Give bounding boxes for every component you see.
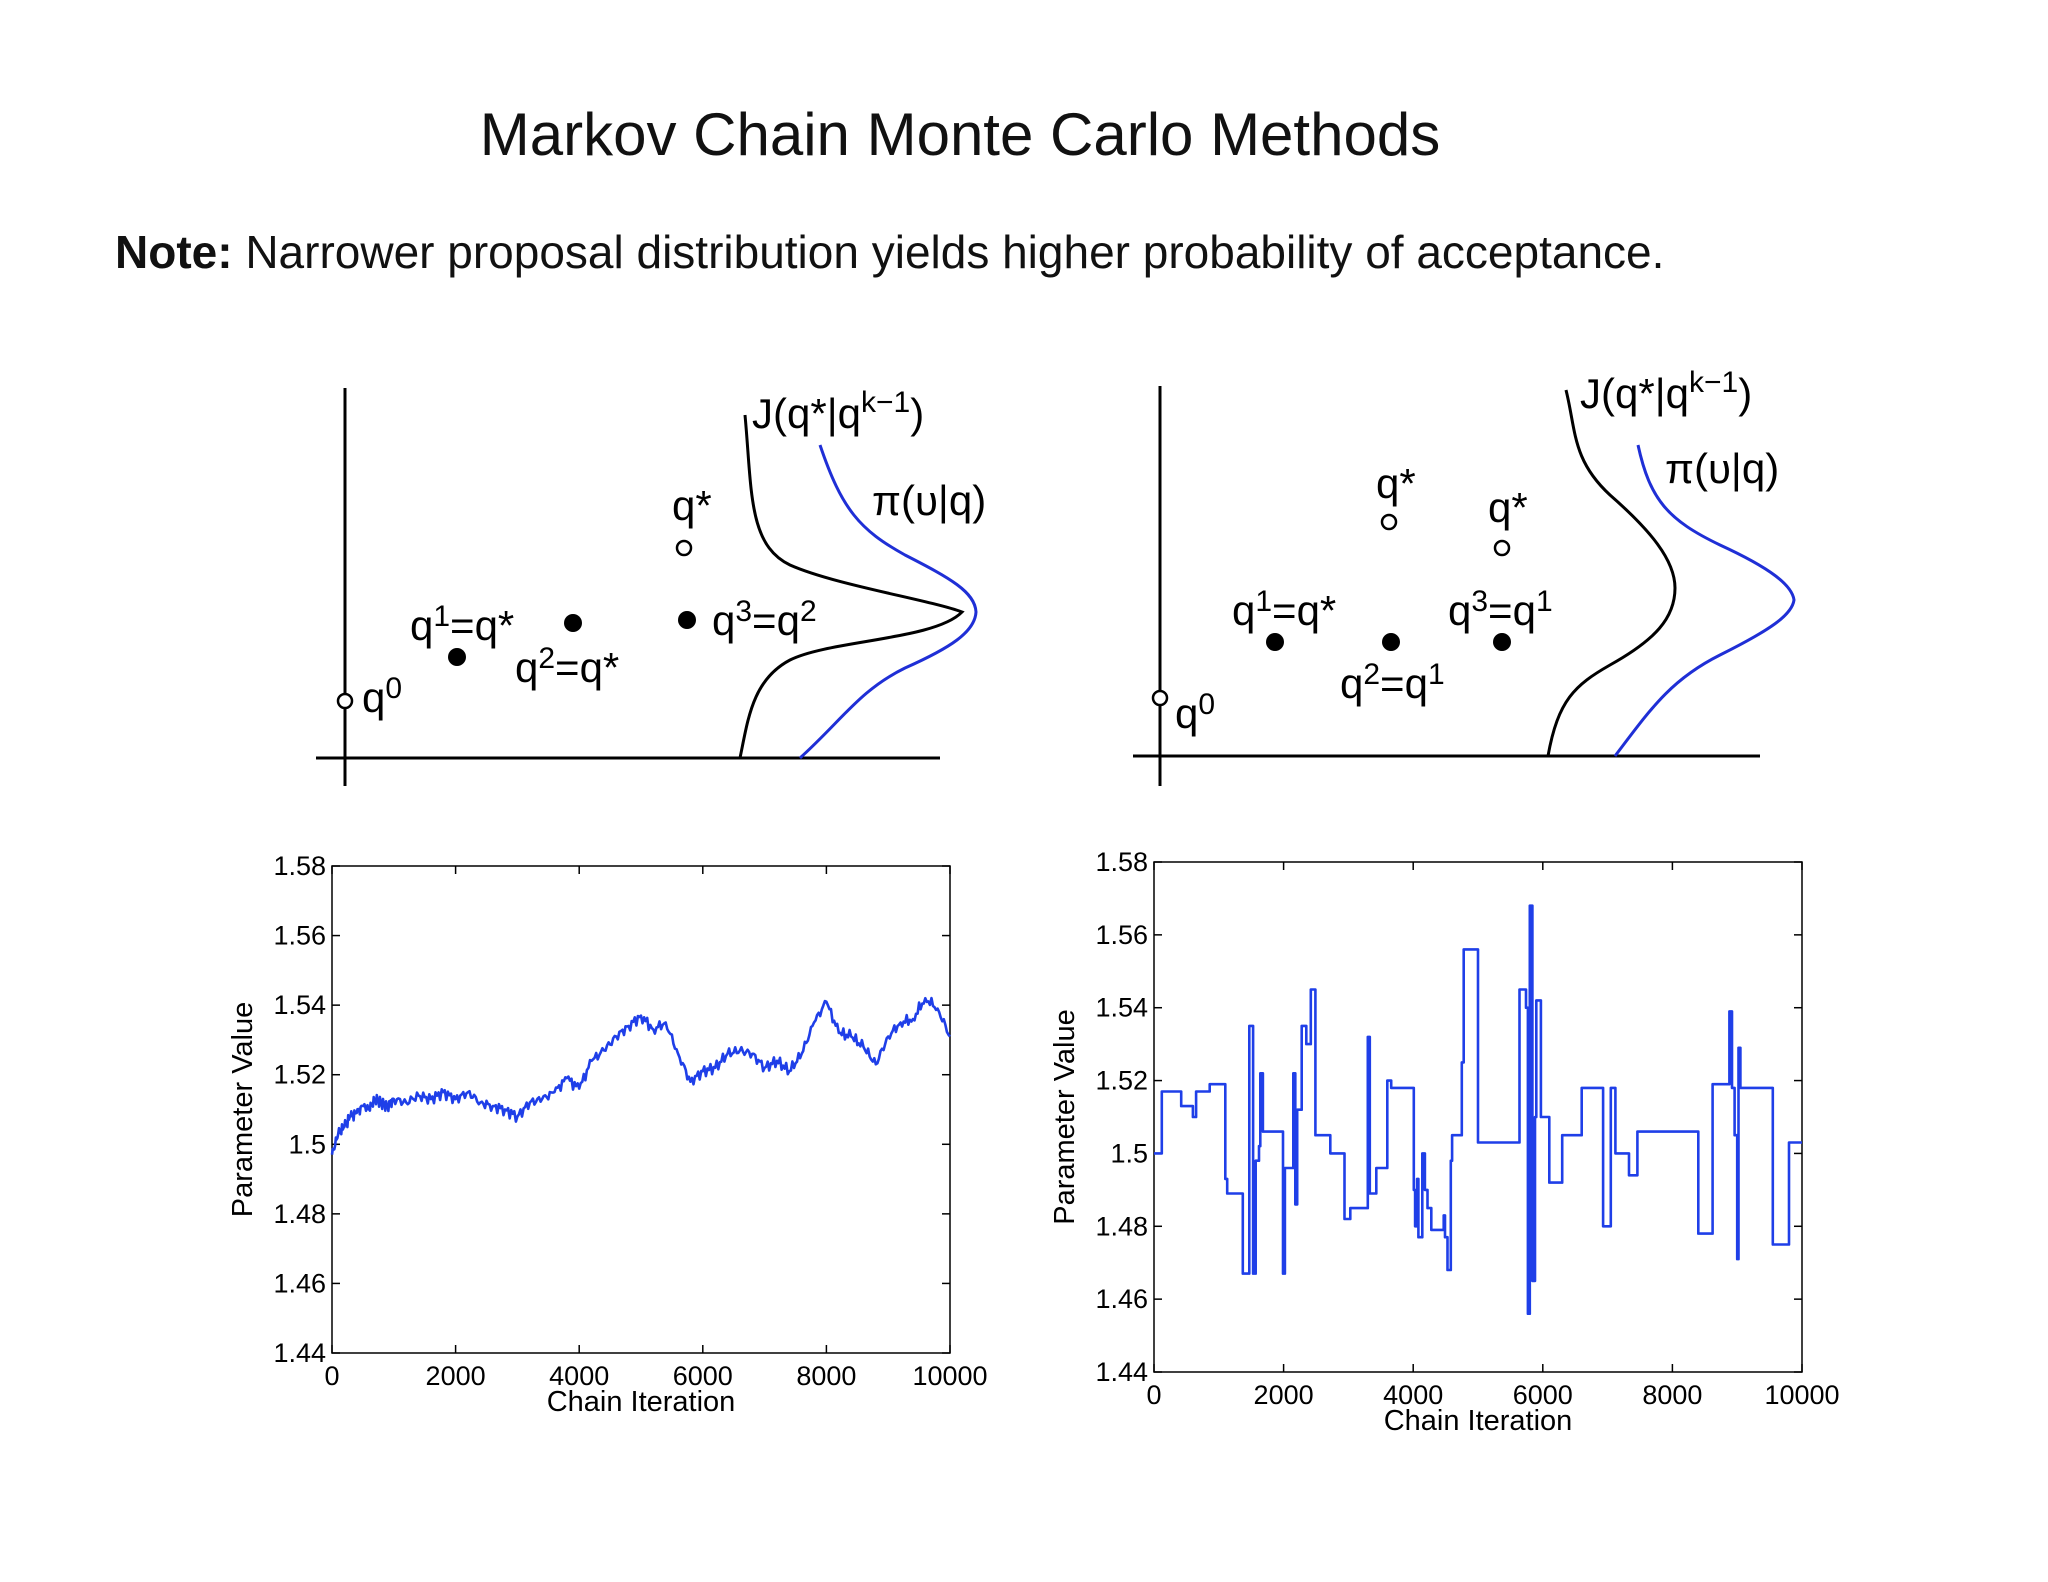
note-label: Note:: [115, 226, 233, 278]
chart1-series-line-0: [1154, 904, 1802, 1315]
diagram-right-qstar-a-label: q*: [1376, 460, 1416, 507]
chart1-x-tick-label: 0: [1146, 1380, 1161, 1410]
chart1-x-axis-label: Chain Iteration: [1384, 1405, 1573, 1437]
chart0-y-tick-label: 1.5: [288, 1129, 326, 1159]
chart0-y-tick-label: 1.44: [273, 1338, 326, 1368]
diagram-right-q2-point: [1382, 633, 1400, 651]
diagram-right-q0-point: [1151, 689, 1169, 707]
chart0-x-tick-label: 6000: [673, 1361, 733, 1391]
chart1-y-tick-label: 1.46: [1095, 1284, 1148, 1314]
chart0-y-tick-label: 1.52: [273, 1060, 326, 1090]
chart0-y-tick-label: 1.48: [273, 1199, 326, 1229]
chart1-y-tick-label: 1.58: [1095, 847, 1148, 877]
chart1-y-axis-label: Parameter Value: [1049, 1009, 1081, 1224]
chart1-y-tick-label: 1.52: [1095, 1066, 1148, 1096]
chart1-x-tick-label: 4000: [1383, 1380, 1443, 1410]
diagram-right-q1-point: [1266, 633, 1284, 651]
diagram-left-q1-point: [448, 648, 466, 666]
chart0-plot-frame: [331, 865, 951, 1354]
chart0-x-tick-label: 10000: [912, 1361, 987, 1391]
diagram-right-pi-label: π(υ|q): [1665, 445, 1779, 492]
chart0-x-tick-label: 4000: [549, 1361, 609, 1391]
diagram-left-q3-point: [678, 611, 696, 629]
chart0-y-tick-label: 1.54: [273, 990, 326, 1020]
chart0-y-tick-label: 1.56: [273, 921, 326, 951]
diagram-right-q3-point: [1493, 633, 1511, 651]
chart1-y-tick-label: 1.54: [1095, 993, 1148, 1023]
note-body: Narrower proposal distribution yields hi…: [232, 226, 1665, 278]
diagram-right-q0-label: q0: [1175, 688, 1215, 737]
chart0-x-tick-label: 2000: [426, 1361, 486, 1391]
diagram-left-q2-point: [564, 614, 582, 632]
diagram-right-proposal-curve: [1546, 389, 1677, 757]
diagram-left-q0-label: q0: [362, 672, 402, 721]
chart0-y-axis-label: Parameter Value: [227, 1002, 259, 1217]
diagram-right-qstar-b-point: [1493, 539, 1511, 557]
diagram-left-qstar-label: q*: [672, 482, 712, 529]
diagram-left-q1-label: q1=q*: [410, 600, 514, 649]
diagram-right: J(q*|qk−1) π(υ|q) q* q* q0 q1=q* q2=q1 q…: [1133, 366, 1796, 786]
diagram-right-J-label: J(q*|qk−1): [1580, 366, 1752, 417]
chart0-x-axis-label: Chain Iteration: [547, 1386, 736, 1418]
page-title: Markov Chain Monte Carlo Methods: [479, 101, 1441, 168]
chart0-y-tick-label: 1.58: [273, 851, 326, 881]
diagram-left-posterior-curve: [798, 444, 978, 760]
proposal-diagrams: J(q*|qk−1) π(υ|q) q* q0 q1=q* q2=q* q3=q…: [316, 366, 1796, 786]
diagram-left-q2-label: q2=q*: [515, 642, 619, 691]
diagram-right-posterior-curve: [1613, 444, 1796, 757]
diagram-right-qstar-a-point: [1380, 513, 1398, 531]
chart0-x-tick-label: 0: [324, 1361, 339, 1391]
chart0-y-tick-label: 1.46: [273, 1268, 326, 1298]
chart1-y-tick-label: 1.5: [1110, 1138, 1148, 1168]
chart1-plot-frame: [1153, 861, 1803, 1373]
chart0-series-line-0: [330, 996, 951, 1155]
chart1-x-tick-label: 6000: [1513, 1380, 1573, 1410]
chart1-x-tick-label: 10000: [1764, 1380, 1839, 1410]
diagram-right-q2-label: q2=q1: [1340, 658, 1445, 707]
diagram-right-q1-label: q1=q*: [1232, 585, 1336, 634]
chart1-x-tick-label: 2000: [1254, 1380, 1314, 1410]
diagram-left: J(q*|qk−1) π(υ|q) q* q0 q1=q* q2=q* q3=q…: [316, 386, 986, 786]
chart1-y-tick-label: 1.44: [1095, 1357, 1148, 1387]
chart1-y-tick-label: 1.48: [1095, 1211, 1148, 1241]
note-text: Note: Narrower proposal distribution yie…: [115, 225, 1664, 279]
diagram-left-J-label: J(q*|qk−1): [752, 386, 924, 437]
chart1-y-tick-label: 1.56: [1095, 920, 1148, 950]
diagram-left-qstar-point: [675, 539, 693, 557]
chart1-x-tick-label: 8000: [1642, 1380, 1702, 1410]
diagram-left-q0-point: [336, 692, 354, 710]
diagram-left-q3-label: q3=q2: [712, 595, 817, 644]
diagram-right-qstar-b-label: q*: [1488, 484, 1528, 531]
diagram-right-q3-label: q3=q1: [1448, 585, 1553, 634]
diagram-left-proposal-curve: [738, 414, 965, 759]
diagram-left-pi-label: π(υ|q): [872, 477, 986, 524]
chart0-x-tick-label: 8000: [796, 1361, 856, 1391]
